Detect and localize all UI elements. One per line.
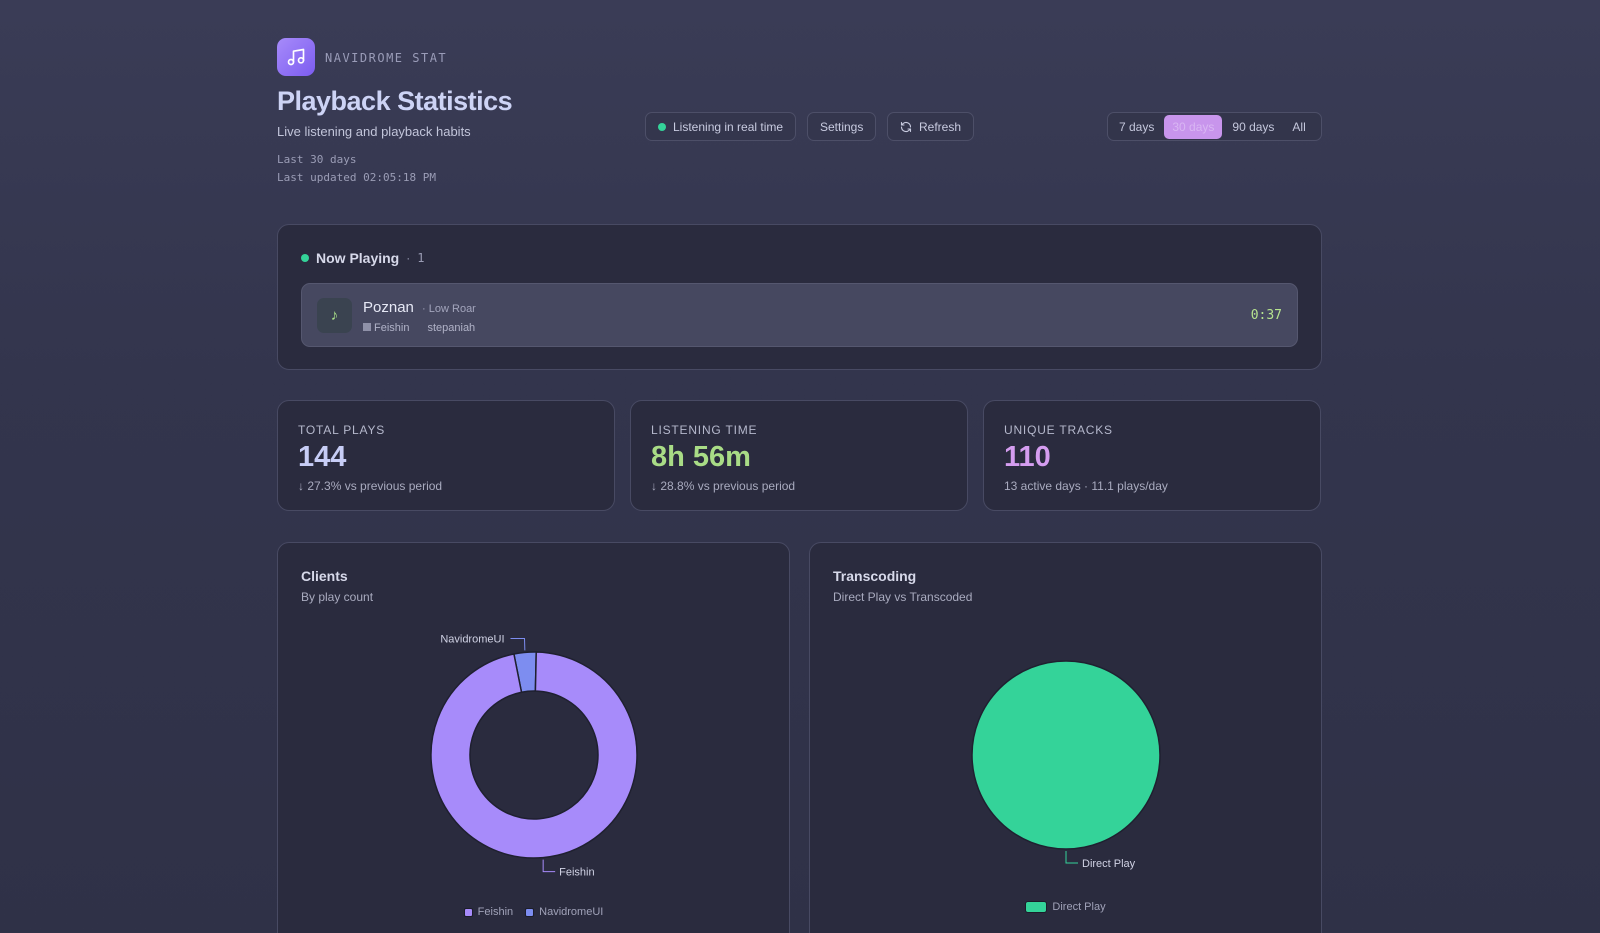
legend-item-direct-play[interactable]: Direct Play	[1025, 901, 1106, 913]
leader-line	[1065, 851, 1078, 864]
live-status-button[interactable]: Listening in real time	[645, 112, 797, 141]
clients-chart-subtitle: By play count	[301, 590, 374, 604]
client-icon	[363, 323, 371, 331]
listening-time-card: LISTENING TIME 8h 56m ↓ 28.8% vs previou…	[630, 400, 968, 511]
now-playing-card: Now Playing · 1 ♪ Poznan · Low Roar Feis…	[277, 224, 1322, 370]
now-playing-heading: Now Playing	[316, 250, 400, 266]
transcoding-chart-card: Transcoding Direct Play vs Transcoded Di…	[809, 542, 1322, 933]
app-name: NAVIDROME STAT	[325, 51, 448, 65]
refresh-icon	[900, 121, 912, 132]
range-7-days[interactable]: 7 days	[1119, 119, 1155, 134]
unique-tracks-value: 110	[1004, 441, 1051, 473]
page-title: Playback Statistics	[277, 86, 513, 116]
range-30-days[interactable]: 30 days	[1164, 114, 1223, 139]
clients-donut-chart: NavidromeUI Feishin	[430, 633, 638, 879]
client-name: Feishin	[374, 322, 410, 334]
track-client: Feishin	[363, 322, 409, 334]
legend-label: Direct Play	[1052, 901, 1106, 913]
track-elapsed: 0:37	[1250, 308, 1282, 323]
transcoding-legend: Direct Play	[810, 901, 1321, 913]
range-90-days[interactable]: 90 days	[1232, 119, 1275, 134]
legend-swatch	[1025, 901, 1048, 913]
music-note-icon	[277, 38, 315, 76]
total-plays-note: ↓ 27.3% vs previous period	[298, 479, 443, 493]
track-art-icon: ♪	[317, 298, 352, 333]
slice-label-direct-play: Direct Play	[1082, 858, 1136, 870]
clients-chart-title: Clients	[301, 568, 348, 584]
listening-time-label: LISTENING TIME	[651, 423, 758, 437]
now-playing-count: 1	[417, 251, 425, 265]
range-label: Last 30 days	[277, 153, 357, 166]
slice-direct-play[interactable]	[971, 660, 1161, 850]
transcoding-chart-subtitle: Direct Play vs Transcoded	[833, 590, 973, 604]
leader-line	[542, 859, 556, 873]
listening-time-value: 8h 56m	[651, 441, 751, 473]
range-all[interactable]: All	[1292, 119, 1306, 134]
now-playing-header: Now Playing · 1	[301, 250, 424, 266]
now-playing-track[interactable]: ♪ Poznan · Low Roar Feishin stepaniah 0:…	[301, 283, 1298, 347]
live-dot-icon	[658, 122, 666, 131]
unique-tracks-label: UNIQUE TRACKS	[1004, 423, 1113, 437]
settings-button[interactable]: Settings	[807, 112, 877, 141]
refresh-label: Refresh	[919, 119, 962, 134]
slice-label-feishin: Feishin	[559, 867, 594, 879]
settings-label: Settings	[820, 119, 864, 134]
legend-swatch	[525, 907, 535, 917]
clients-chart-card: Clients By play count NavidromeUI Feishin…	[277, 542, 790, 933]
separator: ·	[406, 251, 411, 265]
playing-dot-icon	[301, 254, 309, 262]
leader-line	[510, 637, 526, 651]
track-user: stepaniah	[427, 322, 476, 334]
total-plays-card: TOTAL PLAYS 144 ↓ 27.3% vs previous peri…	[277, 400, 615, 511]
track-artist: · Low Roar	[422, 303, 476, 315]
transcoding-chart-title: Transcoding	[833, 568, 917, 584]
unique-tracks-card: UNIQUE TRACKS 110 13 active days · 11.1 …	[983, 400, 1321, 511]
legend-item-navidromeui[interactable]: NavidromeUI	[525, 906, 603, 918]
slice-feishin[interactable]	[430, 651, 638, 859]
clients-legend: Feishin NavidromeUI	[278, 906, 789, 918]
legend-swatch	[463, 907, 473, 917]
track-title: Poznan	[363, 299, 414, 316]
slice-label-navidromeui: NavidromeUI	[440, 633, 504, 645]
track-meta: Feishin stepaniah	[363, 322, 475, 334]
listening-time-note: ↓ 28.8% vs previous period	[651, 479, 796, 493]
total-plays-label: TOTAL PLAYS	[298, 423, 386, 437]
refresh-button[interactable]: Refresh	[887, 112, 975, 141]
transcoding-pie-chart: Direct Play	[971, 660, 1161, 870]
range-selector: 7 days 30 days 90 days All	[1107, 112, 1322, 141]
legend-label: NavidromeUI	[539, 906, 604, 918]
legend-item-feishin[interactable]: Feishin	[463, 906, 514, 918]
unique-tracks-note: 13 active days · 11.1 plays/day	[1004, 479, 1168, 493]
last-updated: Last updated 02:05:18 PM	[277, 171, 436, 184]
legend-label: Feishin	[477, 906, 514, 918]
live-status-label: Listening in real time	[673, 119, 784, 134]
track-title-line: Poznan · Low Roar	[363, 299, 476, 316]
page-subtitle: Live listening and playback habits	[277, 124, 471, 139]
total-plays-value: 144	[298, 441, 347, 473]
